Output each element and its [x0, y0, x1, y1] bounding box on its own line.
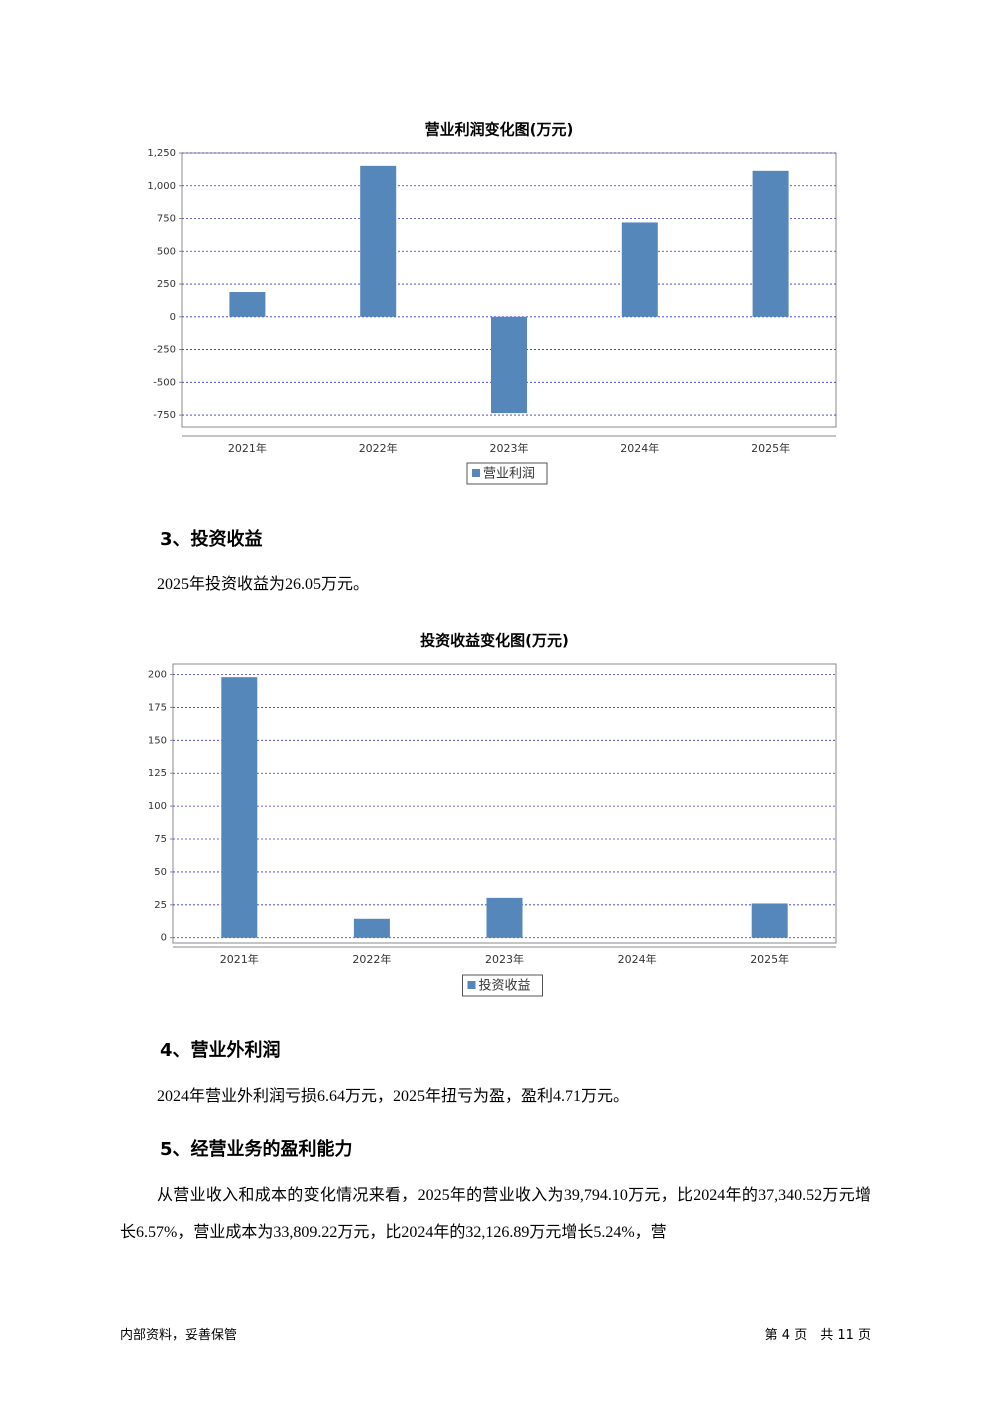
y-tick-label: 0: [170, 312, 176, 323]
bar: [491, 316, 527, 414]
y-tick-label: -750: [153, 410, 176, 421]
y-tick-label: 1,000: [147, 181, 176, 192]
bar: [751, 903, 788, 938]
x-tick-label: 2022年: [352, 952, 391, 966]
x-tick-label: 2024年: [618, 952, 657, 966]
heading: 4、营业外利润: [160, 1040, 281, 1061]
bar: [621, 222, 658, 317]
paragraph: 从营业收入和成本的变化情况来看，2025年的营业收入为39,794.10万元，比…: [120, 1187, 871, 1241]
y-tick-label: 200: [148, 670, 167, 681]
bar: [752, 170, 789, 317]
y-tick-label: -250: [153, 345, 176, 356]
chart-title: 营业利润变化图(万元): [425, 121, 574, 139]
bar: [360, 165, 397, 317]
y-tick-label: 75: [154, 834, 167, 845]
legend-label: 营业利润: [483, 467, 535, 482]
x-tick-label: 2023年: [490, 441, 529, 455]
y-tick-label: 750: [157, 214, 176, 225]
y-tick-label: 1,250: [147, 148, 176, 159]
footer-right: 第 4 页 共 11 页: [764, 1328, 871, 1343]
y-tick-label: 175: [148, 702, 167, 713]
legend-label: 投资收益: [479, 978, 531, 994]
plot-frame: [181, 152, 837, 428]
legend-box: [466, 462, 548, 485]
x-tick-label: 2023年: [485, 952, 524, 966]
x-tick-label: 2024年: [620, 441, 659, 455]
y-tick-label: 0: [161, 933, 167, 944]
x-tick-label: 2022年: [359, 441, 398, 455]
bar: [353, 918, 390, 938]
x-tick-label: 2025年: [750, 952, 789, 966]
legend-swatch: [467, 981, 476, 989]
bar: [486, 897, 523, 938]
y-tick-label: -500: [153, 377, 176, 388]
y-tick-label: 500: [157, 246, 176, 257]
legend-swatch: [472, 469, 480, 477]
bar: [221, 677, 258, 938]
x-tick-label: 2025年: [751, 441, 790, 455]
bar: [229, 292, 266, 317]
y-tick-label: 25: [154, 900, 167, 911]
y-tick-label: 250: [157, 279, 176, 290]
footer-left: 内部资料，妥善保管: [120, 1328, 238, 1343]
paragraph: 2024年营业外利润亏损6.64万元，2025年扭亏为盈，盈利4.71万元。: [157, 1088, 630, 1105]
y-tick-label: 100: [148, 801, 167, 812]
heading: 3、投资收益: [160, 529, 263, 550]
chart-title: 投资收益变化图(万元): [420, 632, 569, 650]
y-tick-label: 150: [148, 735, 167, 746]
y-tick-label: 50: [154, 867, 167, 878]
legend-box: [462, 974, 543, 997]
plot-frame: [172, 663, 837, 944]
x-tick-label: 2021年: [220, 952, 259, 966]
x-tick-label: 2021年: [228, 441, 267, 455]
y-tick-label: 125: [148, 768, 167, 779]
heading: 5、经营业务的盈利能力: [160, 1139, 353, 1160]
paragraph: 2025年投资收益为26.05万元。: [157, 576, 370, 593]
